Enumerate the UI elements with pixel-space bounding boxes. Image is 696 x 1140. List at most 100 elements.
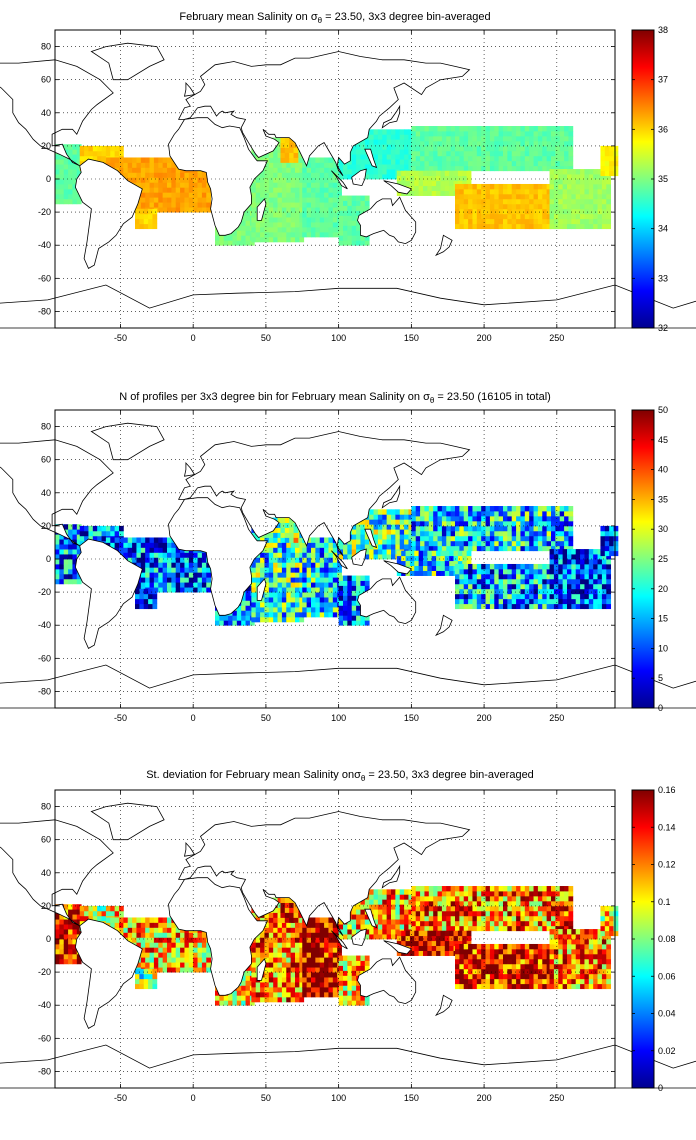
data-bin (597, 218, 603, 225)
data-bin (72, 159, 78, 165)
data-bin (411, 506, 417, 512)
data-bin (306, 157, 312, 163)
data-bin (268, 942, 274, 948)
data-bin (175, 582, 181, 588)
data-bin (249, 1000, 255, 1006)
data-bin (399, 139, 405, 145)
data-bin (277, 597, 283, 603)
data-bin (364, 195, 370, 201)
data-bin (123, 172, 129, 178)
data-bin (162, 172, 168, 178)
data-bin (468, 155, 473, 162)
data-bin (260, 996, 265, 1003)
data-bin (264, 582, 270, 588)
data-bin (409, 175, 415, 182)
data-bin (395, 544, 401, 550)
data-bin (201, 197, 207, 203)
data-bin (485, 545, 491, 552)
data-bin (476, 140, 482, 147)
data-bin (567, 193, 572, 200)
coastline (383, 180, 413, 195)
data-bin (299, 607, 305, 613)
data-bin (391, 509, 396, 515)
x-tick-label: 150 (404, 333, 419, 343)
data-bin (343, 169, 348, 175)
data-bin (289, 522, 294, 528)
data-bin (529, 540, 534, 547)
data-bin (264, 217, 270, 223)
data-bin (152, 973, 158, 980)
data-bin (286, 597, 292, 603)
data-bin (55, 948, 60, 955)
data-bin (600, 550, 606, 557)
data-bin (424, 520, 430, 527)
data-bin (290, 597, 296, 603)
data-bin (332, 572, 338, 578)
data-bin (613, 150, 619, 157)
data-bin (184, 562, 190, 568)
coastline (381, 104, 401, 129)
data-bin (449, 170, 454, 177)
data-bin (555, 140, 561, 147)
data-bin (441, 140, 447, 147)
data-bin (245, 1000, 251, 1006)
data-bin (558, 593, 564, 600)
coastline (0, 664, 696, 709)
data-bin (437, 510, 443, 517)
data-bin (520, 203, 526, 210)
data-bin (459, 126, 465, 132)
data-bin (343, 620, 348, 626)
data-bin (158, 557, 164, 563)
data-bin (466, 560, 472, 567)
data-bin (558, 554, 564, 560)
data-bin (597, 559, 603, 565)
data-bin (564, 155, 569, 162)
data-bin (105, 910, 111, 917)
data-bin (606, 174, 612, 180)
data-bin (332, 542, 338, 548)
data-bin (386, 529, 392, 535)
data-bin (293, 157, 299, 163)
data-bin (280, 142, 286, 148)
data-bin (206, 582, 212, 588)
data-bin (299, 222, 305, 228)
data-bin (529, 130, 534, 137)
data-bin (132, 167, 137, 173)
data-bin (219, 615, 225, 621)
data-bin (162, 537, 168, 543)
data-bin (533, 545, 539, 552)
data-bin (391, 554, 396, 560)
data-bin (446, 126, 452, 132)
data-bin (503, 535, 508, 542)
data-bin (343, 205, 348, 211)
data-bin (193, 952, 198, 958)
data-bin (511, 198, 517, 205)
data-bin (260, 172, 265, 178)
data-bin (286, 582, 292, 588)
data-bin (175, 587, 181, 593)
data-bin (311, 587, 316, 593)
data-bin (476, 213, 482, 220)
data-bin (201, 207, 207, 213)
data-bin (188, 957, 194, 963)
data-bin (485, 223, 491, 230)
data-bin (441, 126, 447, 132)
data-bin (149, 197, 155, 203)
data-bin (369, 509, 374, 515)
data-bin (494, 213, 500, 220)
data-bin (420, 155, 425, 162)
data-bin (408, 524, 414, 530)
data-bin (553, 218, 559, 225)
data-bin (404, 164, 409, 170)
data-bin (319, 557, 325, 563)
data-bin (364, 200, 370, 206)
data-bin (588, 563, 594, 570)
data-bin (446, 130, 452, 137)
data-bin (175, 547, 181, 553)
data-bin (76, 149, 82, 155)
data-bin (162, 927, 168, 933)
data-bin (343, 600, 348, 606)
data-bin (295, 187, 300, 193)
data-bin (184, 567, 190, 573)
data-bin (503, 583, 508, 590)
